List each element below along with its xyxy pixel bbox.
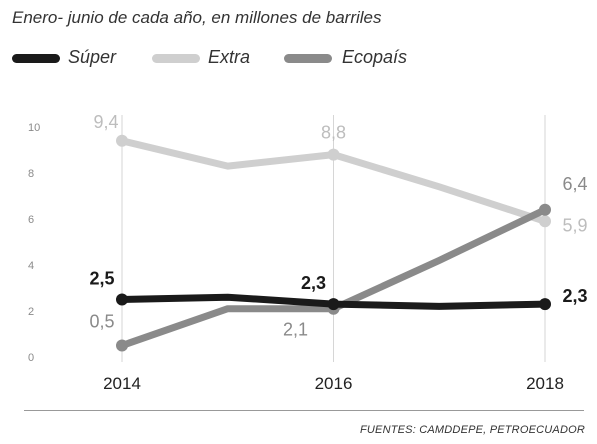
x-tick-2018: 2018 [526,374,564,393]
y-tick-2: 2 [28,306,34,318]
y-tick-4: 4 [28,260,34,272]
divider-rule [24,410,584,411]
chart-subtitle: Enero- junio de cada año, en millones de… [12,8,382,27]
data-label-ecopais-2016: 2,1 [283,320,308,340]
point-extra-2016 [327,148,340,161]
legend-swatch-super [12,54,60,63]
point-extra-2014 [116,134,128,147]
x-tick-2016: 2016 [315,374,353,393]
data-label-super-2014: 2,5 [89,269,114,289]
y-tick-8: 8 [28,168,34,180]
line-chart: 0 2 4 6 8 10 2014 2016 2018 2,5 2,3 2,3 9,4 8,8 5,9 0,5… [28,112,588,393]
data-label-ecopais-2018: 6,4 [562,174,587,194]
legend-swatch-ecopais [284,54,332,63]
point-ecopais-2018 [539,203,551,216]
data-label-ecopais-2014: 0,5 [89,312,114,332]
y-tick-0: 0 [28,352,34,364]
source-note: FUENTES: CAMDDEPE, PETROECUADOR [359,424,585,436]
legend: Súper Extra Ecopaís [12,46,592,70]
data-label-extra-2018: 5,9 [562,215,587,235]
y-tick-6: 6 [28,214,34,226]
point-extra-2018 [539,215,551,228]
legend-label-super: Súper [68,47,117,67]
point-super-2016 [327,298,340,311]
legend-label-extra: Extra [208,47,251,67]
legend-label-ecopais: Ecopaís [342,47,408,67]
x-tick-2014: 2014 [103,374,141,393]
legend-swatch-extra [152,54,200,63]
y-tick-10: 10 [28,122,40,134]
point-super-2014 [116,293,128,306]
data-label-extra-2014: 9,4 [93,112,118,132]
data-label-super-2018: 2,3 [562,286,587,306]
data-label-super-2016: 2,3 [301,273,326,293]
point-super-2018 [539,298,551,311]
data-label-extra-2016: 8,8 [321,123,346,143]
point-ecopais-2014 [116,339,128,352]
